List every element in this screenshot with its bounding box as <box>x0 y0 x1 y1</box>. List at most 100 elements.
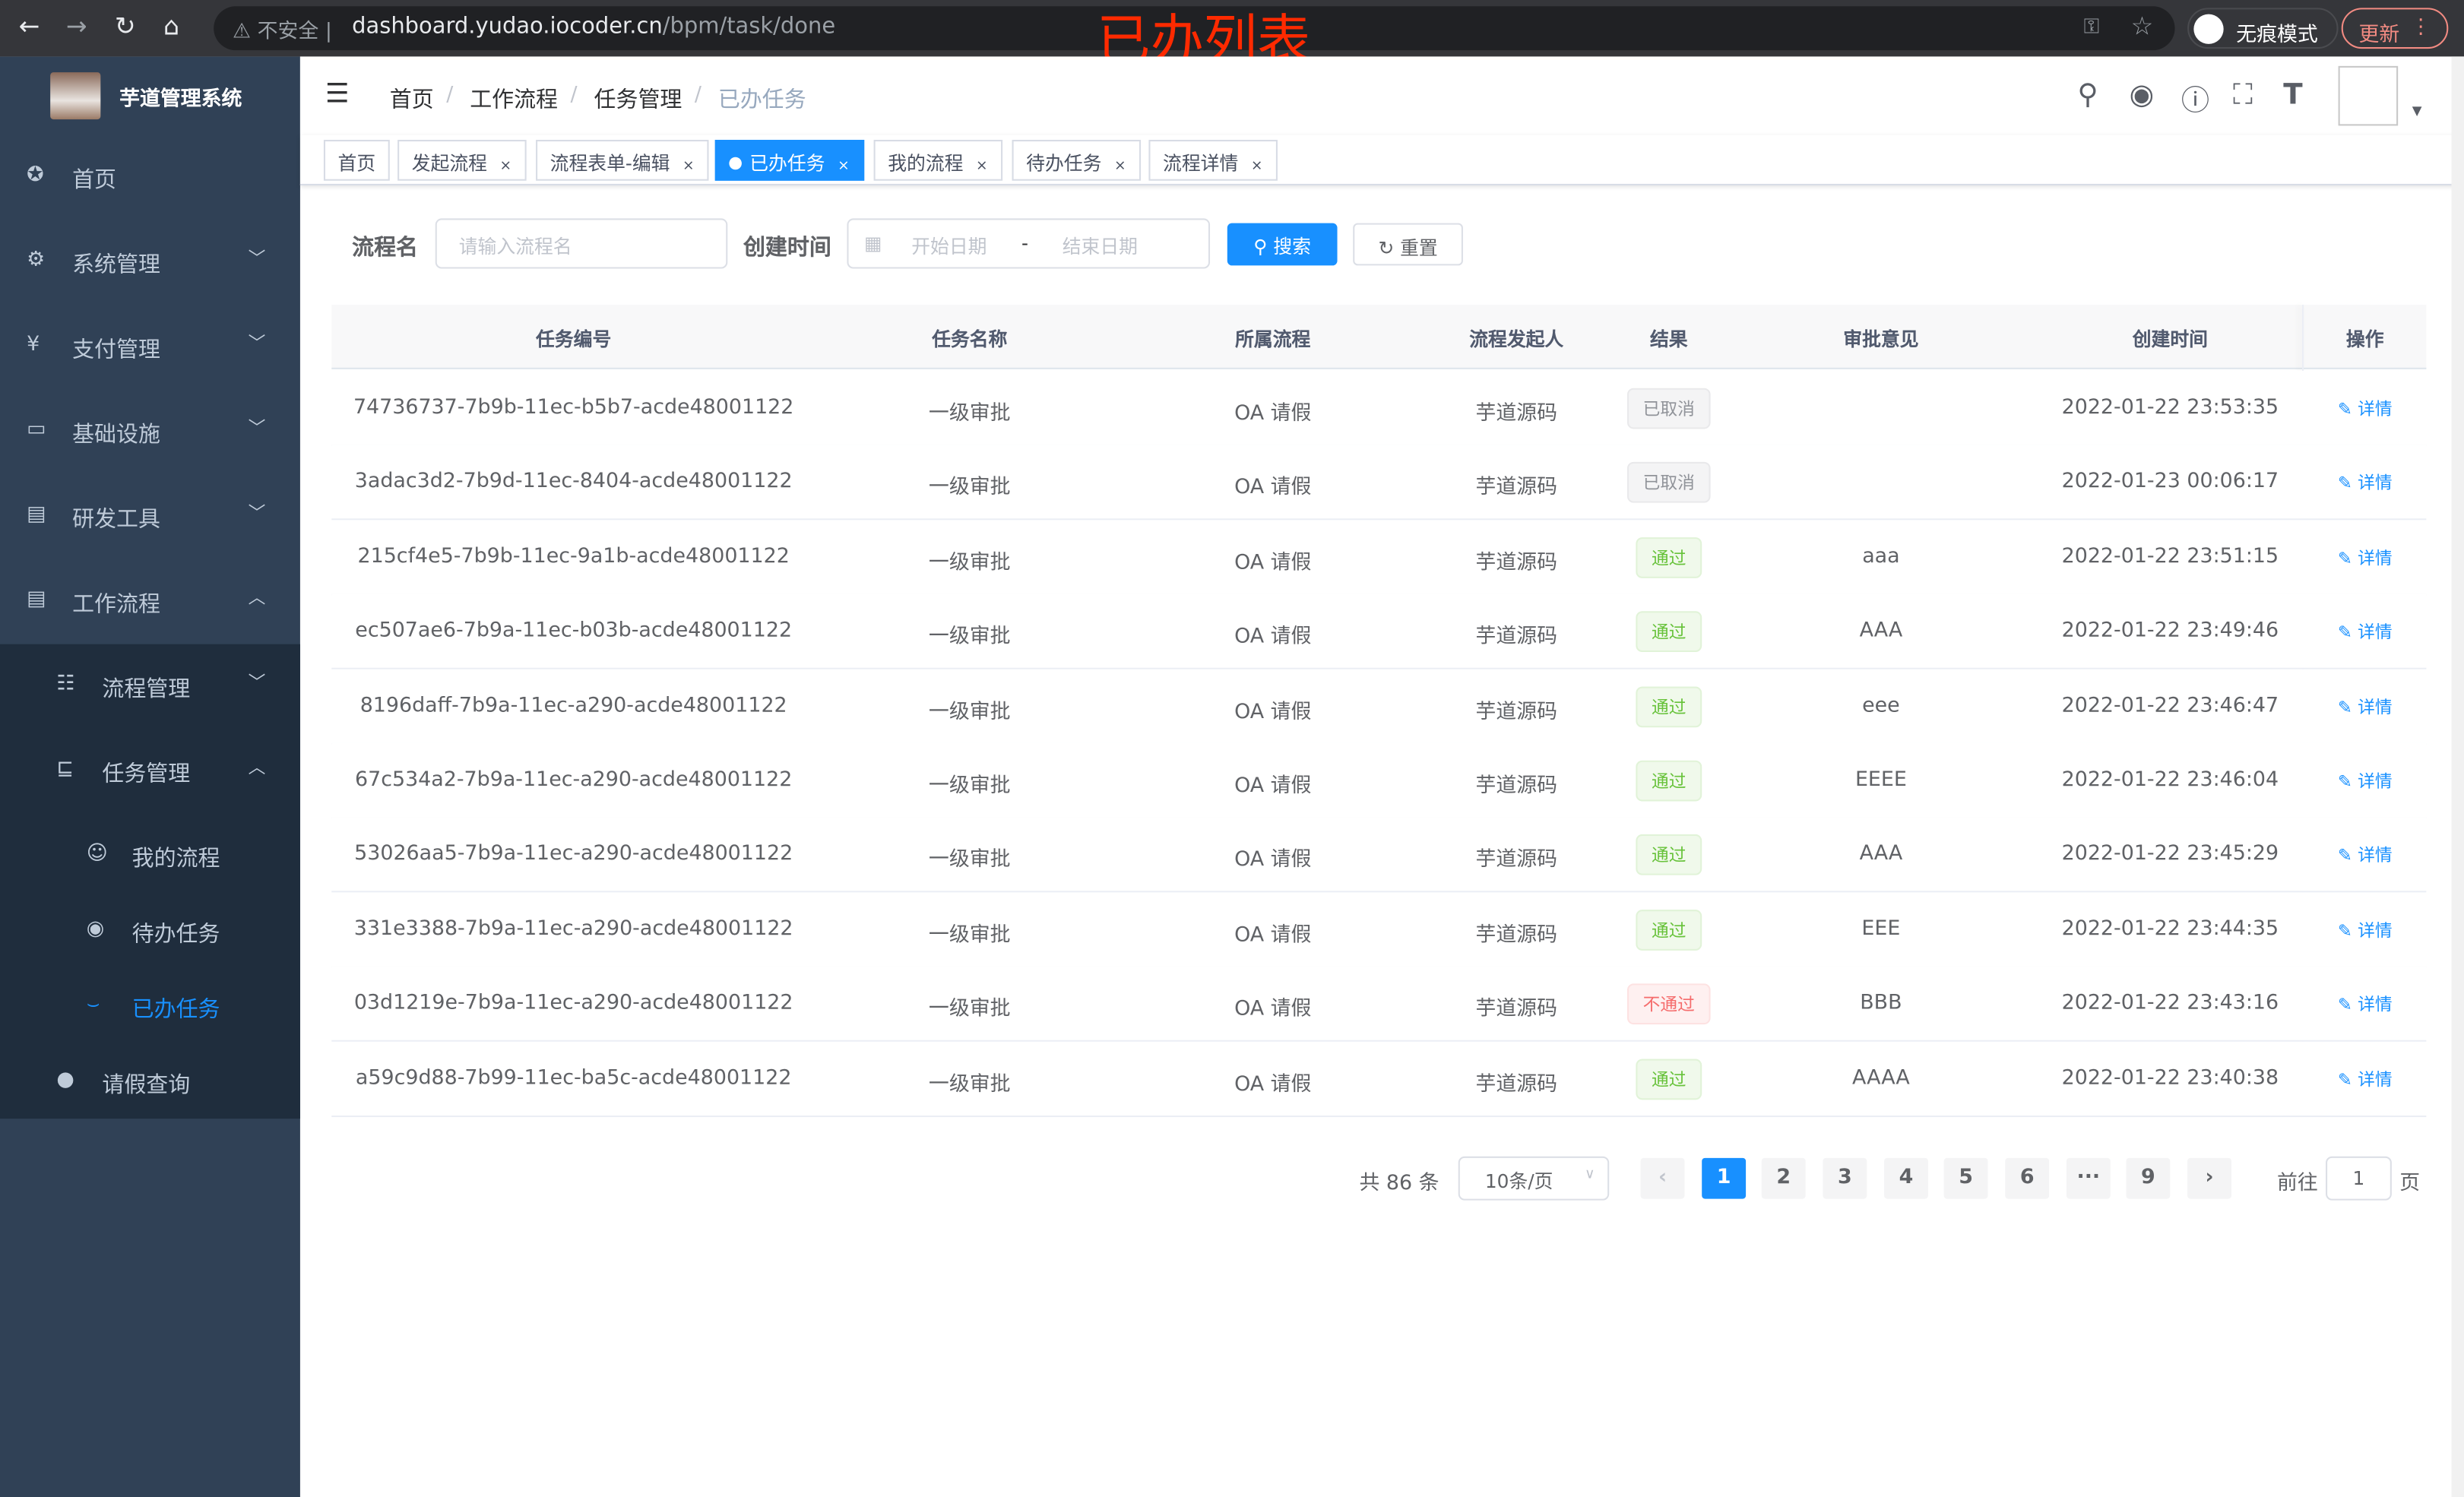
table-cell: 一级审批 <box>928 849 1011 873</box>
sidebar-item-0[interactable]: ✪ 首页 <box>0 135 300 220</box>
page-button[interactable]: 2 <box>1761 1157 1806 1199</box>
reset-button[interactable]: ↻ 重置 <box>1353 223 1463 266</box>
key-icon[interactable]: ⚿ <box>2083 15 2100 40</box>
sidebar-item-9[interactable]: ◉ 待办任务 <box>0 889 300 964</box>
sidebar-item-label: 工作流程 <box>72 592 160 618</box>
breadcrumb-item[interactable]: 工作流程 <box>470 87 558 113</box>
page-button[interactable]: 3 <box>1823 1157 1867 1199</box>
update-button[interactable]: 更新 ⋮ <box>2341 8 2449 49</box>
tag-4[interactable]: 我的流程 × <box>873 140 1002 181</box>
sidebar-item-8[interactable]: ☺ 我的流程 <box>0 814 300 889</box>
insecure-label[interactable]: ⚠ 不安全 | <box>233 20 332 44</box>
url-text[interactable]: dashboard.yudao.iocoder.cn/bpm/task/done <box>352 14 835 40</box>
detail-button[interactable]: ✎ 详情 <box>2338 470 2393 495</box>
tag-1[interactable]: 发起流程 × <box>397 140 526 181</box>
help-icon[interactable]: ⓘ <box>2181 84 2210 119</box>
sidebar-item-7[interactable]: ⊑ 任务管理 ︿ <box>0 729 300 814</box>
result-tag: 不通过 <box>1626 983 1711 1025</box>
font-size-icon[interactable]: T <box>2283 78 2303 112</box>
page-button[interactable]: 9 <box>2126 1157 2171 1199</box>
process-name-label: 流程名 <box>352 236 418 261</box>
sidebar-item-3[interactable]: ▭ 基础设施 ﹀ <box>0 390 300 475</box>
process-name-placeholder: 请输入流程名 <box>458 236 572 258</box>
result-tag: 通过 <box>1636 611 1702 653</box>
tag-6[interactable]: 流程详情 × <box>1148 140 1278 181</box>
table-cell: a59c9d88-7b99-11ec-ba5c-acde48001122 <box>355 1066 792 1090</box>
hamburger-icon[interactable]: ☰ <box>325 78 350 110</box>
edit-icon: ✎ <box>2337 548 2358 569</box>
detail-button[interactable]: ✎ 详情 <box>2338 768 2393 793</box>
page-size-select[interactable]: 10条/页 ∨ <box>1458 1156 1610 1201</box>
breadcrumb-item[interactable]: 已办任务 <box>717 87 806 113</box>
end-date-placeholder[interactable]: 结束日期 <box>1062 236 1138 258</box>
detail-button[interactable]: ✎ 详情 <box>2338 843 2393 868</box>
table-cell: 芋道源码 <box>1475 551 1558 575</box>
result-tag: 已取消 <box>1626 462 1711 504</box>
breadcrumb-item[interactable]: 任务管理 <box>594 87 683 113</box>
back-icon[interactable]: ← <box>18 11 40 41</box>
incognito-badge[interactable]: 无痕模式 <box>2187 8 2339 49</box>
detail-button[interactable]: ✎ 详情 <box>2338 396 2393 421</box>
process-name-input[interactable]: 请输入流程名 <box>435 218 728 269</box>
goto-page-input[interactable]: 1 <box>2326 1156 2392 1201</box>
prev-page-button[interactable]: ‹ <box>1640 1157 1685 1199</box>
reload-icon[interactable]: ↻ <box>114 11 136 41</box>
forward-icon[interactable]: → <box>65 11 87 41</box>
sidebar-item-label: 支付管理 <box>72 337 160 363</box>
close-icon[interactable]: × <box>976 158 988 175</box>
table-cell: 芋道源码 <box>1475 774 1558 799</box>
search-button[interactable]: ⚲ 搜索 <box>1227 223 1338 266</box>
close-icon[interactable]: × <box>1250 158 1263 175</box>
close-icon[interactable]: × <box>838 158 850 175</box>
close-icon[interactable]: × <box>683 158 695 175</box>
breadcrumb-item[interactable]: 首页 <box>389 87 434 113</box>
detail-button[interactable]: ✎ 详情 <box>2338 619 2393 644</box>
tag-2[interactable]: 流程表单-编辑 × <box>536 140 709 181</box>
detail-button[interactable]: ✎ 详情 <box>2338 694 2393 719</box>
caret-down-icon[interactable]: ▼ <box>2412 103 2422 119</box>
tag-0[interactable]: 首页 <box>323 140 390 181</box>
detail-label: 详情 <box>2358 697 2393 718</box>
table-row <box>331 891 2427 968</box>
table-cell: 芋道源码 <box>1475 625 1558 650</box>
detail-button[interactable]: ✎ 详情 <box>2338 1066 2393 1091</box>
page-button[interactable]: 4 <box>1884 1157 1928 1199</box>
sidebar-item-11[interactable]: ● 请假查询 <box>0 1040 300 1125</box>
scrollbar[interactable] <box>2451 56 2464 1497</box>
table-cell: 2022-01-22 23:40:38 <box>2061 1066 2279 1090</box>
detail-button[interactable]: ✎ 详情 <box>2338 545 2393 570</box>
avatar[interactable] <box>2338 65 2399 126</box>
sidebar-item-6[interactable]: ☷ 流程管理 ﹀ <box>0 644 300 730</box>
sidebar-item-4[interactable]: ▤ 研发工具 ﹀ <box>0 474 300 559</box>
result-tag: 通过 <box>1636 1058 1702 1100</box>
table-row <box>331 1040 2427 1117</box>
page-button[interactable]: ··· <box>2066 1157 2111 1199</box>
close-icon[interactable]: × <box>1113 158 1126 175</box>
sidebar-item-5[interactable]: ▤ 工作流程 ︿ <box>0 559 300 644</box>
date-range-input[interactable]: ▦ 开始日期 - 结束日期 <box>847 218 1211 269</box>
table-cell: 2022-01-22 23:46:04 <box>2061 768 2279 793</box>
sidebar-item-2[interactable]: ¥ 支付管理 ﹀ <box>0 305 300 390</box>
tag-5[interactable]: 待办任务 × <box>1012 140 1141 181</box>
table-row <box>331 966 2427 1043</box>
detail-button[interactable]: ✎ 详情 <box>2338 917 2393 942</box>
address-bar[interactable] <box>214 6 2175 51</box>
home-icon[interactable]: ⌂ <box>163 11 180 41</box>
close-icon[interactable]: × <box>499 158 512 175</box>
tag-3[interactable]: 已办任务 × <box>714 140 864 181</box>
sidebar-item-10[interactable]: ⌣ 已办任务 <box>0 965 300 1040</box>
next-page-button[interactable]: › <box>2187 1157 2231 1199</box>
star-icon[interactable]: ☆ <box>2130 11 2154 41</box>
sidebar-item-1[interactable]: ⚙ 系统管理 ﹀ <box>0 220 300 305</box>
github-icon[interactable]: ◉ <box>2129 78 2155 112</box>
page-button[interactable]: 1 <box>1702 1157 1747 1199</box>
page-button[interactable]: 6 <box>2005 1157 2050 1199</box>
start-date-placeholder[interactable]: 开始日期 <box>911 236 987 258</box>
url-host: dashboard.yudao.iocoder.cn <box>352 14 663 40</box>
chevron-down-icon: ﹀ <box>248 333 266 354</box>
search-icon[interactable]: ⚲ <box>2077 78 2098 112</box>
reset-label: 重置 <box>1400 237 1438 260</box>
page-button[interactable]: 5 <box>1943 1157 1988 1199</box>
fullscreen-icon[interactable]: ⛶ <box>2233 78 2253 112</box>
detail-button[interactable]: ✎ 详情 <box>2338 992 2393 1017</box>
